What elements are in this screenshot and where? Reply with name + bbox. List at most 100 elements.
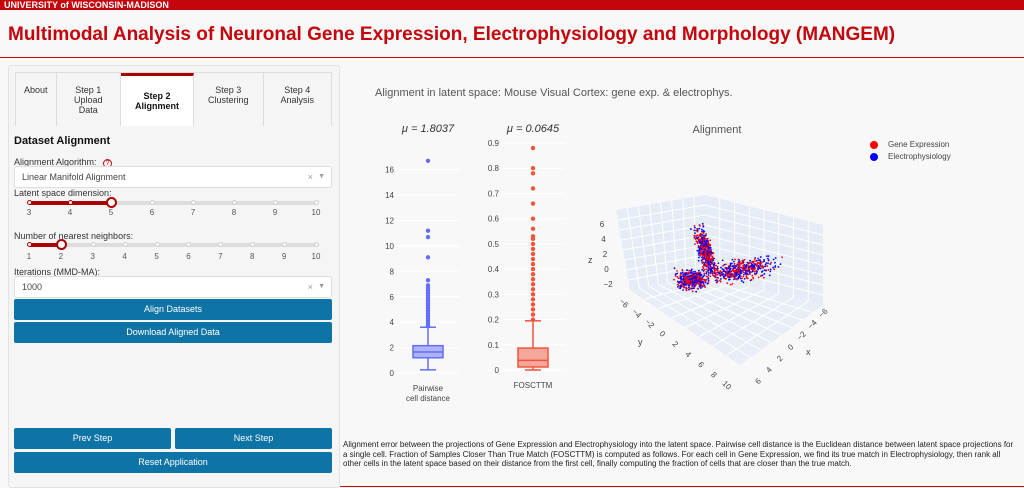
data-point xyxy=(717,277,720,279)
slider-step[interactable] xyxy=(122,242,128,247)
data-point xyxy=(751,270,754,273)
align-datasets-button[interactable]: Align Datasets xyxy=(14,299,332,320)
data-point xyxy=(681,268,684,271)
clear-icon[interactable]: × xyxy=(307,282,313,292)
slider-tick-label: 2 xyxy=(58,252,64,261)
z-tick-label: −2 xyxy=(603,280,613,289)
data-point xyxy=(703,241,705,244)
data-point xyxy=(761,274,764,277)
clear-icon[interactable]: × xyxy=(307,172,313,182)
slider-step[interactable] xyxy=(90,242,96,247)
y-tick-label: 16 xyxy=(385,166,394,175)
legend-item-gene-expression[interactable]: Gene Expression xyxy=(870,140,951,149)
outlier-point xyxy=(530,302,536,307)
next-step-button[interactable]: Next Step xyxy=(175,428,332,449)
sidebar-panel: About Step 1 Upload Data Step 2 Alignmen… xyxy=(8,65,340,488)
slider-step[interactable] xyxy=(250,242,256,247)
tab-analysis[interactable]: Step 4 Analysis xyxy=(280,85,315,105)
slider-step[interactable] xyxy=(232,200,237,205)
data-point xyxy=(695,276,698,279)
slider-step[interactable] xyxy=(150,200,155,205)
iterations-value: 1000 xyxy=(22,282,43,292)
data-point xyxy=(696,287,699,290)
prev-step-button[interactable]: Prev Step xyxy=(14,428,171,449)
grid-line xyxy=(712,297,794,347)
data-point xyxy=(731,282,734,285)
slider-step[interactable] xyxy=(314,200,319,205)
slider-step[interactable] xyxy=(314,242,319,247)
data-point xyxy=(733,262,736,265)
data-point xyxy=(702,275,705,278)
data-point xyxy=(756,263,758,266)
neighbors-slider[interactable] xyxy=(27,239,319,250)
data-point xyxy=(779,263,782,266)
data-point xyxy=(740,266,742,269)
data-point xyxy=(759,256,762,258)
slider-step[interactable] xyxy=(282,242,288,247)
data-point xyxy=(736,269,739,272)
data-point xyxy=(685,289,688,292)
algorithm-select[interactable]: Linear Manifold Alignment × ▼ xyxy=(14,166,332,188)
slider-step[interactable] xyxy=(186,242,192,247)
data-point xyxy=(721,259,724,262)
boxplot-title: μ = 0.0645 xyxy=(506,123,560,135)
data-point xyxy=(731,258,734,261)
data-point xyxy=(723,263,726,266)
data-point xyxy=(781,256,783,259)
data-point xyxy=(701,269,704,271)
data-point xyxy=(698,252,700,255)
header-divider xyxy=(0,57,1024,58)
data-point xyxy=(692,287,695,290)
data-point xyxy=(711,272,714,275)
iterations-select[interactable]: 1000 × ▼ xyxy=(14,276,332,298)
slider-step[interactable] xyxy=(68,200,73,205)
data-point xyxy=(724,275,726,277)
data-point xyxy=(703,284,706,287)
slider-step[interactable] xyxy=(191,200,196,205)
x-tick-label: −6 xyxy=(817,306,830,319)
slider-handle[interactable] xyxy=(55,239,67,250)
data-point xyxy=(749,272,751,275)
data-point xyxy=(676,285,679,288)
chevron-down-icon[interactable]: ▼ xyxy=(318,283,325,290)
data-point xyxy=(698,280,701,283)
slider-step[interactable] xyxy=(273,200,278,205)
data-point xyxy=(747,266,750,269)
tab-upload-data[interactable]: Step 1 Upload Data xyxy=(57,73,121,126)
data-point xyxy=(740,280,743,282)
data-point xyxy=(698,273,701,276)
slider-step[interactable] xyxy=(27,200,32,205)
z-tick-label: 4 xyxy=(601,235,606,244)
chevron-down-icon[interactable]: ▼ xyxy=(318,173,325,180)
latent-dimension-slider[interactable] xyxy=(27,197,319,208)
data-point xyxy=(683,272,686,275)
data-point xyxy=(701,222,704,225)
data-point xyxy=(710,268,713,271)
download-aligned-data-button[interactable]: Download Aligned Data xyxy=(14,322,332,343)
data-point xyxy=(728,270,731,273)
slider-tick-label: 1 xyxy=(26,252,32,261)
slider-step[interactable] xyxy=(154,242,160,247)
tab-alignment[interactable]: Step 2 Alignment xyxy=(121,73,194,126)
data-point xyxy=(753,264,756,267)
legend-item-electrophysiology[interactable]: Electrophysiology xyxy=(870,152,951,161)
data-point xyxy=(731,273,734,275)
data-point xyxy=(731,275,734,277)
reset-application-button[interactable]: Reset Application xyxy=(14,452,332,473)
tab-clustering[interactable]: Step 3 Clustering xyxy=(194,73,264,126)
data-point xyxy=(722,275,725,278)
data-point xyxy=(767,259,770,262)
data-point xyxy=(725,263,727,266)
tab-about[interactable]: About xyxy=(16,73,57,126)
data-point xyxy=(709,244,711,247)
data-point xyxy=(741,261,744,264)
data-point xyxy=(685,276,688,278)
data-point xyxy=(704,286,706,288)
neighbors-label: Number of nearest neighbors: xyxy=(14,231,134,241)
data-point xyxy=(691,284,694,287)
data-point xyxy=(757,276,760,279)
slider-step[interactable] xyxy=(27,242,32,247)
slider-handle[interactable] xyxy=(106,197,117,208)
slider-step[interactable] xyxy=(218,242,224,247)
